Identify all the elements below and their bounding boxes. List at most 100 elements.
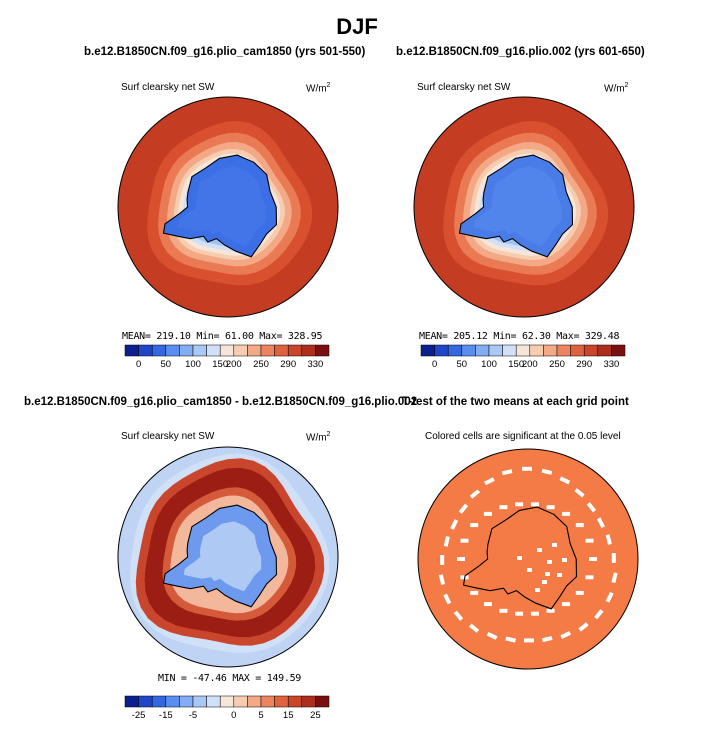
top-right-variable-label: Surf clearsky net SW — [417, 82, 511, 93]
top-left-coastline — [162, 154, 278, 258]
ttest-insignificant-cell — [505, 636, 516, 643]
bottom-left-colorbar-box — [233, 695, 248, 708]
ttest-insignificant-cell — [546, 608, 555, 613]
bottom-right-title: T-test of the two means at each grid poi… — [402, 396, 629, 408]
bottom-left-colorbar-tick-label: -5 — [189, 710, 197, 721]
top-left-colorbar-tick-label: 0 — [136, 359, 141, 370]
top-left-units: W/m2 — [306, 82, 331, 95]
ttest-insignificant-cell — [530, 611, 539, 616]
top-left-variable-label: Surf clearsky net SW — [121, 82, 215, 93]
bottom-left-stats: MIN = -47.46 MAX = 149.59 — [158, 673, 302, 684]
ttest-insignificant-cell — [596, 517, 605, 529]
bottom-left-colorbar-box — [260, 695, 275, 708]
top-right-colorbar-tick-label: 290 — [576, 359, 592, 370]
bottom-left-colorbar-box — [247, 695, 262, 708]
ttest-insignificant-cell — [562, 511, 571, 516]
ttest-insignificant-cell — [586, 502, 597, 513]
bottom-left-colorbar-box — [151, 695, 167, 708]
top-right-title: b.e12.B1850CN.f09_g16.plio.002 (yrs 601-… — [396, 46, 645, 58]
top-left-colorbar-tick-label: 330 — [307, 359, 323, 370]
top-left-colorbar-box — [165, 344, 180, 357]
ttest-insignificant-cell — [546, 505, 555, 510]
bottom-left-colorbar: -25 -15 -5 0 5 15 25 — [124, 695, 330, 721]
ttest-insignificant-cell — [483, 602, 492, 607]
ttest-inner-ring — [457, 502, 597, 616]
top-left-map-border — [117, 96, 339, 318]
ttest-insignificant-cell — [527, 568, 532, 572]
bottom-left-coastline — [162, 504, 278, 608]
bottom-left-colorbar-box — [301, 695, 316, 708]
top-right-colorbar-box — [475, 344, 490, 357]
top-right-polar-map — [413, 96, 635, 318]
top-right-colorbar-tick-label: 100 — [481, 359, 497, 370]
bottom-left-colorbar-box — [192, 695, 207, 708]
top-left-continent-inner — [177, 166, 266, 247]
top-left-colorbar-box — [206, 344, 221, 357]
top-right-units: W/m2 — [604, 82, 629, 95]
top-left-colorbar-box — [260, 344, 275, 357]
top-right-stats: MEAN= 205.12 Min= 62.30 Max= 329.48 — [419, 331, 620, 342]
ttest-insignificant-cell — [470, 590, 479, 595]
bottom-right-subtitle: Colored cells are significant at the 0.0… — [425, 431, 621, 442]
top-left-colorbar-box — [301, 344, 316, 357]
ttest-insignificant-cell — [585, 538, 594, 543]
ttest-insignificant-cell — [499, 608, 508, 613]
ttest-insignificant-cell — [562, 602, 571, 607]
top-right-colorbar-tick-label: 200 — [522, 359, 538, 370]
top-right-colorbar-box — [515, 344, 531, 357]
bottom-left-polar-map — [117, 446, 339, 668]
top-right-colorbar-box — [420, 344, 435, 357]
ttest-insignificant-ring — [438, 466, 618, 643]
ttest-insignificant-cell — [541, 468, 553, 475]
ttest-insignificant-cell — [469, 489, 481, 499]
top-left-colorbar-tick-label: 50 — [161, 359, 172, 370]
bottom-left-colorbar-tick-label: 15 — [283, 710, 294, 721]
top-right-colorbar-box — [461, 344, 476, 357]
ttest-insignificant-cell — [486, 631, 498, 640]
ttest-insignificant-cell — [562, 558, 567, 562]
ttest-insignificant-cell — [443, 536, 450, 547]
top-right-map-field — [414, 97, 634, 317]
top-left-polar-map — [117, 96, 339, 318]
bottom-left-colorbar-box — [287, 695, 303, 708]
ttest-insignificant-cell — [611, 572, 618, 584]
ttest-insignificant-cell — [438, 574, 445, 585]
ttest-insignificant-cell — [470, 523, 479, 528]
ttest-insignificant-cell — [458, 503, 469, 514]
bottom-left-colorbar-box — [206, 695, 221, 708]
ttest-insignificant-cell — [585, 575, 594, 580]
ttest-insignificant-cell — [537, 548, 542, 552]
ttest-insignificant-cell — [530, 502, 539, 507]
top-left-colorbar-box — [192, 344, 207, 357]
top-left-map-field — [118, 97, 338, 317]
top-left-stats: MEAN= 219.10 Min= 61.00 Max= 328.95 — [122, 331, 323, 342]
ttest-insignificant-cell — [457, 557, 465, 561]
top-right-colorbar-box — [583, 344, 599, 357]
top-left-colorbar-tick-label: 150 — [212, 359, 228, 370]
top-left-colorbar-box — [124, 344, 139, 357]
bottom-left-colorbar-box — [165, 695, 180, 708]
ttest-insignificant-cell — [541, 636, 553, 643]
ttest-insignificant-cell — [524, 638, 534, 643]
bottom-left-colorbar-tick-label: -25 — [132, 710, 146, 721]
top-left-colorbar-box — [219, 344, 235, 357]
top-left-colorbar-tick-label: 200 — [226, 359, 242, 370]
bottom-left-map-border — [117, 446, 339, 668]
top-left-title: b.e12.B1850CN.f09_g16.plio_cam1850 (yrs … — [84, 46, 366, 58]
top-left-colorbar-box — [247, 344, 262, 357]
bottom-right-polar-map — [417, 448, 639, 670]
bottom-right-coastline — [462, 506, 578, 610]
ttest-insignificant-cell — [440, 555, 445, 565]
bottom-right-map-field — [418, 449, 638, 669]
top-left-colorbar-box — [315, 344, 330, 357]
ttest-insignificant-cell — [560, 630, 572, 639]
bottom-left-colorbar-box — [274, 695, 289, 708]
ttest-insignificant-cell — [552, 543, 557, 547]
ttest-insignificant-cell — [515, 502, 524, 507]
ttest-insignificant-cell — [499, 505, 508, 510]
top-right-colorbar-tick-label: 150 — [508, 359, 524, 370]
top-right-colorbar-box — [597, 344, 612, 357]
top-left-colorbar-box — [233, 344, 248, 357]
